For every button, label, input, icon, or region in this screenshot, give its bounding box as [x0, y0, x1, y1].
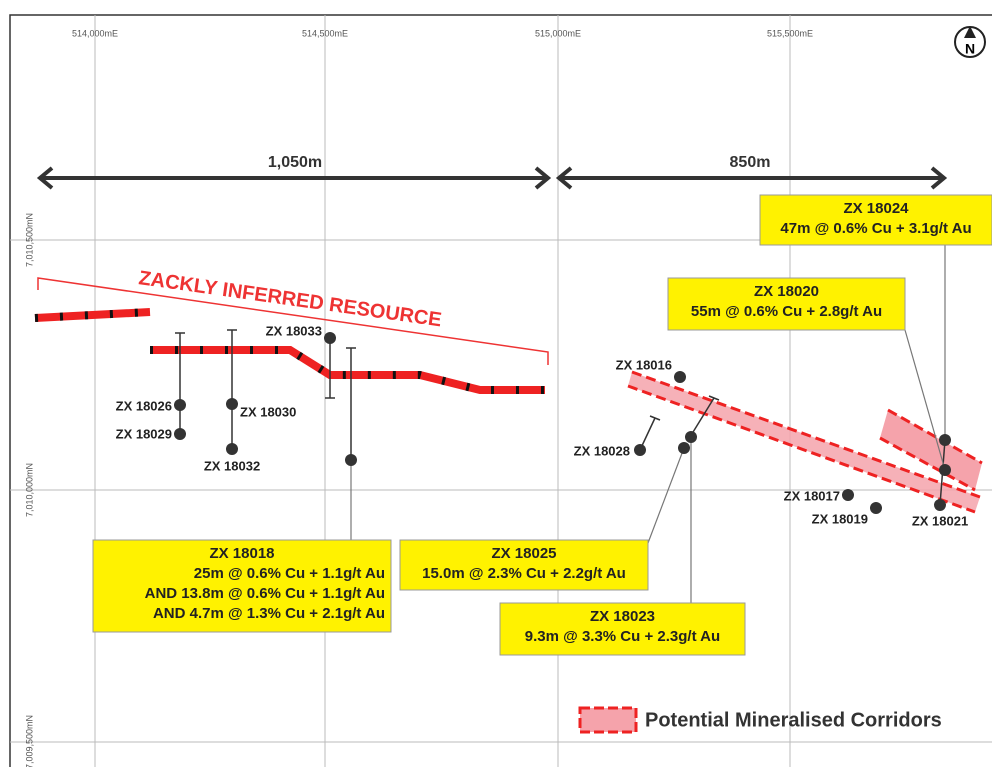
drill-collar	[870, 502, 882, 514]
callout-line: 25m @ 0.6% Cu + 1.1g/t Au	[194, 565, 385, 582]
callout-line: AND 4.7m @ 1.3% Cu + 2.1g/t Au	[153, 605, 385, 622]
leaders	[350, 245, 946, 603]
drillhole-label: ZX 18021	[912, 513, 968, 528]
resource-trace	[34, 308, 545, 394]
resource-outline	[37, 277, 549, 365]
drillhole-label: ZX 18030	[240, 404, 296, 419]
drill-traces	[175, 329, 946, 506]
corridors	[627, 370, 983, 514]
northing-label: 7,010,000mN	[24, 463, 34, 517]
drillhole-label: ZX 18016	[616, 357, 672, 372]
northing-label: 7,009,500mN	[24, 715, 34, 767]
drillhole-label: ZX 18017	[784, 488, 840, 503]
callout-box	[759, 194, 992, 246]
drillhole-label: ZX 18033	[266, 323, 322, 338]
north-label: N	[965, 41, 975, 57]
callout-box	[667, 277, 906, 331]
drillhole-label: ZX 18026	[116, 398, 172, 413]
callout-line: 47m @ 0.6% Cu + 3.1g/t Au	[780, 220, 971, 237]
drill-collar	[226, 443, 238, 455]
callout-title: ZX 18023	[590, 608, 655, 625]
legend-swatch	[578, 706, 638, 734]
drillhole-label: ZX 18029	[116, 426, 172, 441]
drillhole-label: ZX 18019	[812, 511, 868, 526]
drill-collar	[842, 489, 854, 501]
easting-label: 515,000mE	[535, 28, 581, 38]
callout-box	[92, 539, 392, 633]
easting-label: 515,500mE	[767, 28, 813, 38]
distance-label: 1,050m	[268, 154, 322, 171]
drill-collars	[345, 431, 951, 476]
northing-label: 7,010,500mN	[24, 213, 34, 267]
north-arrow	[964, 26, 976, 38]
drillhole-label: ZX 18028	[574, 443, 630, 458]
drill-collar	[934, 499, 946, 511]
drillhole-label: ZX 18032	[204, 458, 260, 473]
callout-box	[399, 539, 649, 591]
callout-title: ZX 18024	[843, 200, 909, 217]
drill-collar	[324, 332, 336, 344]
distance-label: 850m	[730, 154, 771, 171]
drill-collar	[674, 371, 686, 383]
legend-label: Potential Mineralised Corridors	[645, 709, 942, 731]
drill-collar	[634, 444, 646, 456]
distance-arrows	[36, 166, 948, 190]
easting-label: 514,500mE	[302, 28, 348, 38]
callout-title: ZX 18018	[209, 545, 274, 562]
callout-title: ZX 18025	[491, 545, 556, 562]
drill-collar	[174, 428, 186, 440]
callout-line: AND 13.8m @ 0.6% Cu + 1.1g/t Au	[145, 585, 385, 602]
callout-line: 15.0m @ 2.3% Cu + 2.2g/t Au	[422, 565, 626, 582]
callout-box	[499, 602, 746, 656]
easting-label: 514,000mE	[72, 28, 118, 38]
callout-title: ZX 18020	[754, 283, 819, 300]
callout-line: 9.3m @ 3.3% Cu + 2.3g/t Au	[525, 628, 720, 645]
drill-collar	[226, 398, 238, 410]
drill-collar	[174, 399, 186, 411]
callout-line: 55m @ 0.6% Cu + 2.8g/t Au	[691, 303, 882, 320]
